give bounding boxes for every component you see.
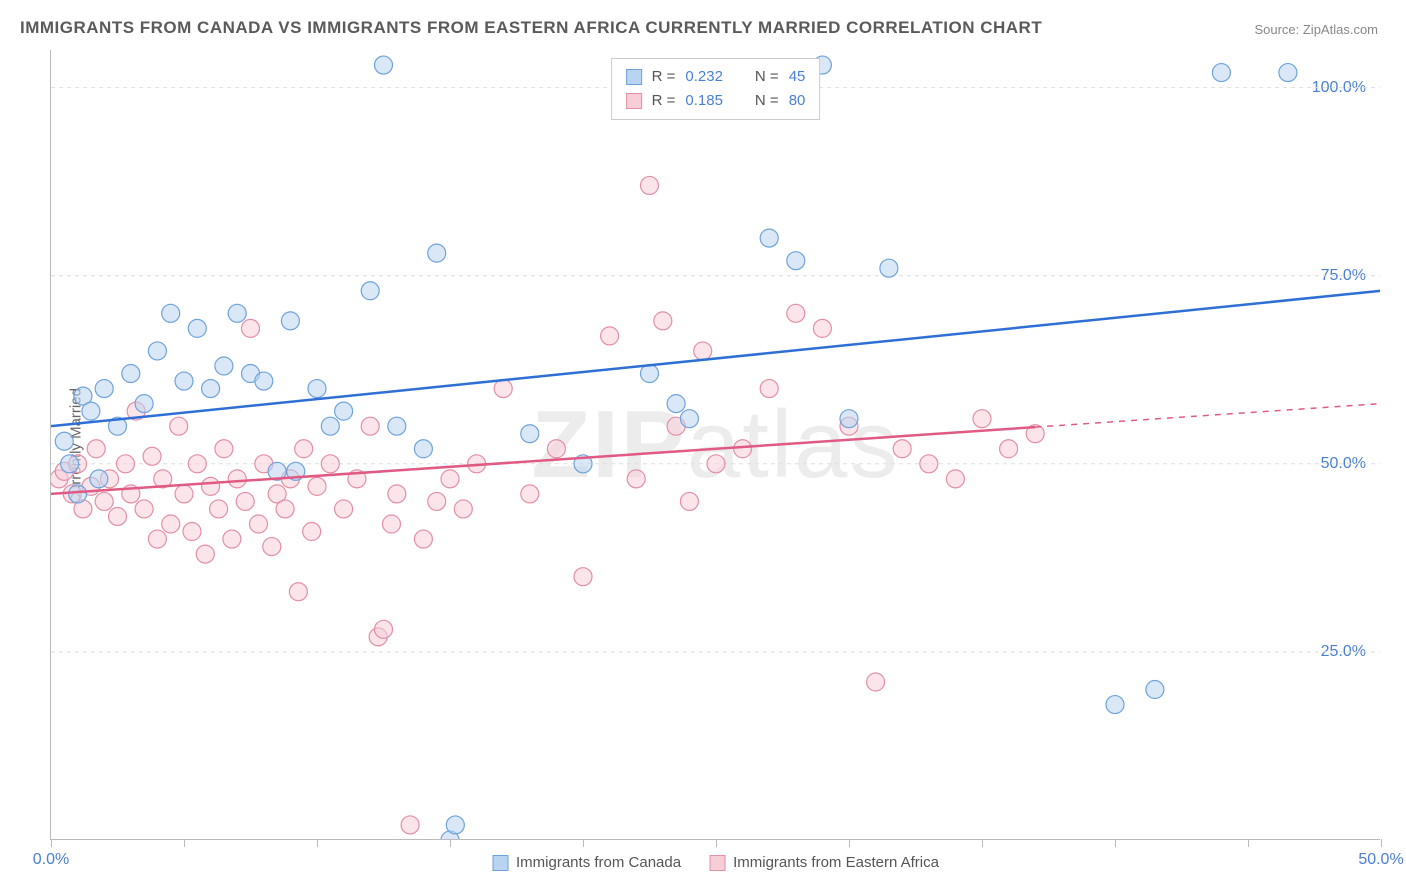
n-value-canada: 45 <box>789 65 806 89</box>
r-label: R = <box>652 65 676 89</box>
swatch-eastern-africa-bottom <box>709 855 725 871</box>
plot-area: ZIPatlas R = 0.232 N = 45 R = 0.185 N = … <box>50 50 1380 840</box>
x-tick-label: 50.0% <box>1358 851 1403 869</box>
trend-line-eastern_africa <box>51 427 1035 494</box>
legend-label-eastern-africa: Immigrants from Eastern Africa <box>733 854 939 871</box>
legend-row-eastern-africa: R = 0.185 N = 80 <box>626 89 806 113</box>
swatch-canada-bottom <box>492 855 508 871</box>
x-tick <box>1381 839 1382 847</box>
r-value-canada: 0.232 <box>685 65 723 89</box>
x-tick <box>184 839 185 847</box>
x-tick <box>982 839 983 847</box>
trend-layer <box>51 50 1380 839</box>
swatch-canada <box>626 69 642 85</box>
legend-row-canada: R = 0.232 N = 45 <box>626 65 806 89</box>
x-tick <box>583 839 584 847</box>
legend-item-eastern-africa: Immigrants from Eastern Africa <box>709 854 939 871</box>
r-label: R = <box>652 89 676 113</box>
x-tick <box>849 839 850 847</box>
n-value-eastern-africa: 80 <box>789 89 806 113</box>
trend-line-canada <box>51 291 1380 426</box>
chart-title: IMMIGRANTS FROM CANADA VS IMMIGRANTS FRO… <box>20 18 1042 38</box>
x-tick-label: 0.0% <box>33 851 69 869</box>
legend-item-canada: Immigrants from Canada <box>492 854 681 871</box>
r-value-eastern-africa: 0.185 <box>685 89 723 113</box>
correlation-legend: R = 0.232 N = 45 R = 0.185 N = 80 <box>611 58 821 120</box>
trend-line-dashed-eastern_africa <box>1035 404 1380 427</box>
n-label: N = <box>755 89 779 113</box>
x-tick <box>51 839 52 847</box>
swatch-eastern-africa <box>626 93 642 109</box>
x-tick <box>450 839 451 847</box>
legend-label-canada: Immigrants from Canada <box>516 854 681 871</box>
series-legend: Immigrants from Canada Immigrants from E… <box>480 854 951 871</box>
n-label: N = <box>755 65 779 89</box>
x-tick <box>1115 839 1116 847</box>
x-tick <box>1248 839 1249 847</box>
x-tick <box>716 839 717 847</box>
x-tick <box>317 839 318 847</box>
source-label: Source: ZipAtlas.com <box>1254 22 1378 37</box>
